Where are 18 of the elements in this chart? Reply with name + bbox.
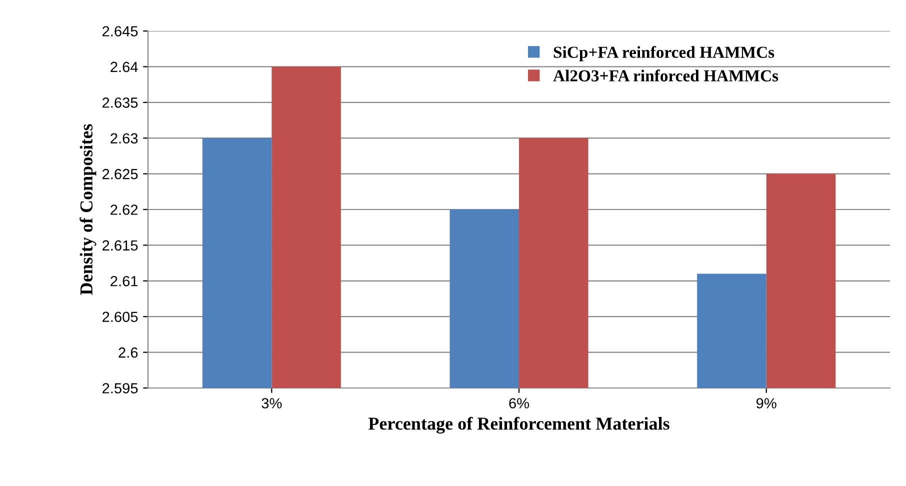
legend-label: Al2O3+FA rinforced HAMMCs xyxy=(553,70,778,82)
x-axis-title: Percentage of Reinforcement Materials xyxy=(368,416,670,434)
y-tick-label: 2.63 xyxy=(110,133,138,144)
y-tick-label: 2.615 xyxy=(102,240,138,251)
y-tick-label: 2.6 xyxy=(118,347,138,358)
x-tick-label: 6% xyxy=(509,398,530,408)
legend-label: SiCp+FA reinforced HAMMCs xyxy=(554,46,774,62)
x-tick-label: 9% xyxy=(756,398,776,408)
y-tick-label: 2.595 xyxy=(102,383,138,394)
y-tick-label: 2.635 xyxy=(102,98,138,108)
x-tick-label: 3% xyxy=(262,398,282,408)
y-axis-title: Density of Composites xyxy=(80,124,96,295)
y-tick-label: 2.61 xyxy=(110,276,138,286)
y-tick-label: 2.645 xyxy=(102,26,138,36)
y-tick-label: 2.64 xyxy=(110,62,138,72)
y-tick-label: 2.605 xyxy=(102,312,138,322)
y-tick-label: 2.62 xyxy=(110,204,138,215)
y-tick-label: 2.625 xyxy=(102,168,138,180)
